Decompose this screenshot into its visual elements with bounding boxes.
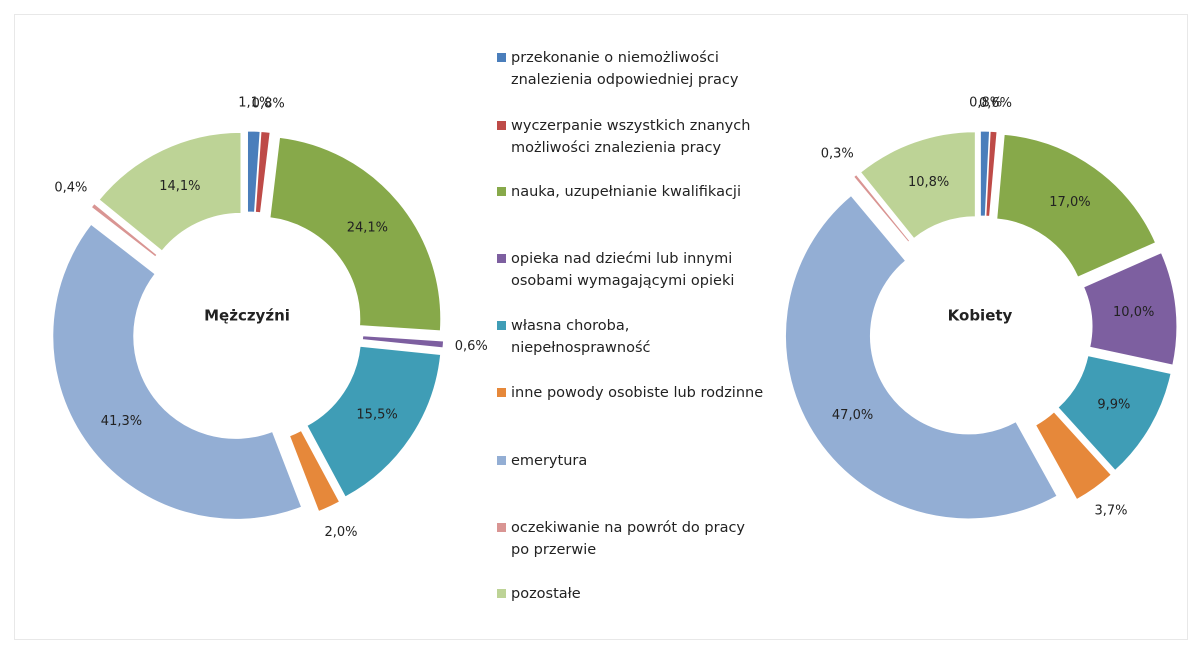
data-label: 24,1%: [347, 220, 388, 235]
legend-swatch: [497, 523, 506, 532]
legend-label: inne powody osobiste lub rodzinne: [511, 385, 764, 401]
legend-label: własna choroba, niepełnosprawność: [511, 318, 651, 356]
legend-entry: własna choroba, niepełnosprawność: [497, 315, 767, 359]
legend-label: wyczerpanie wszystkich znanych możliwośc…: [511, 118, 751, 156]
data-label: 10,0%: [1113, 305, 1154, 320]
data-label: 0,8%: [969, 96, 1002, 111]
legend-label: nauka, uzupełnianie kwalifikacji: [511, 184, 741, 200]
slice: [979, 130, 991, 217]
slice: [852, 173, 911, 243]
data-label: 47,0%: [832, 408, 873, 423]
data-label: 0,6%: [455, 339, 488, 354]
slice: [288, 429, 341, 513]
slice: [306, 345, 442, 498]
center-label: Kobiety: [948, 307, 1013, 325]
data-label: 3,7%: [1094, 503, 1127, 518]
legend-label: pozostałe: [511, 586, 581, 602]
slice: [996, 133, 1157, 278]
data-label: 15,5%: [356, 408, 397, 423]
legend-entry: nauka, uzupełnianie kwalifikacji: [497, 181, 767, 203]
data-label: 1,1%: [238, 96, 271, 111]
legend-entry: wyczerpanie wszystkich znanych możliwośc…: [497, 115, 767, 159]
legend-entry: inne powody osobiste lub rodzinne: [497, 382, 767, 404]
data-label: 0,8%: [252, 97, 285, 112]
legend-label: opieka nad dziećmi lub innymi osobami wy…: [511, 251, 735, 289]
slice: [254, 130, 271, 214]
legend-swatch: [497, 589, 506, 598]
data-label: 0,3%: [821, 147, 854, 162]
data-label: 9,9%: [1097, 398, 1130, 413]
legend-label: oczekiwanie na powrót do pracy po przerw…: [511, 520, 746, 558]
legend-swatch: [497, 121, 506, 130]
legend-swatch: [497, 321, 506, 330]
slice: [269, 136, 442, 332]
slice: [985, 130, 998, 217]
center-label: Mężczyźni: [204, 307, 290, 325]
legend-label: przekonanie o niemożliwości znalezienia …: [511, 50, 739, 88]
slice: [1082, 251, 1178, 366]
data-label: 17,0%: [1049, 195, 1090, 210]
legend-swatch: [497, 388, 506, 397]
legend-entry: przekonanie o niemożliwości znalezienia …: [497, 47, 767, 91]
data-label: 0,6%: [979, 96, 1012, 111]
legend-swatch: [497, 456, 506, 465]
frame: [14, 14, 1188, 640]
legend-entry: emerytura: [497, 450, 767, 472]
legend-swatch: [497, 53, 506, 62]
legend-entry: oczekiwanie na powrót do pracy po przerw…: [497, 517, 767, 561]
slice: [361, 335, 445, 349]
slice: [784, 194, 1058, 520]
legend-swatch: [497, 254, 506, 263]
slice: [1034, 411, 1112, 501]
data-label: 0,4%: [54, 181, 87, 196]
legend-label: emerytura: [511, 453, 588, 469]
slice: [246, 130, 261, 213]
legend-entry: opieka nad dziećmi lub innymi osobami wy…: [497, 248, 767, 292]
slice: [90, 202, 158, 258]
data-label: 14,1%: [159, 179, 200, 194]
data-label: 41,3%: [101, 414, 142, 429]
slice: [1057, 354, 1172, 472]
slice: [52, 223, 303, 520]
legend-entry: pozostałe: [497, 583, 767, 605]
slice: [859, 131, 976, 240]
legend-swatch: [497, 187, 506, 196]
slice: [98, 131, 242, 252]
data-label: 2,0%: [324, 525, 357, 540]
data-label: 10,8%: [908, 175, 949, 190]
